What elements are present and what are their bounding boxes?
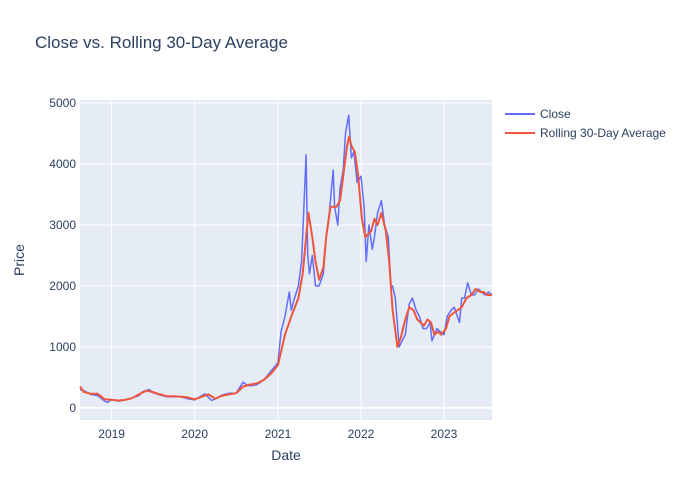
x-axis-label: Date [271,447,301,463]
y-tick-labels: 0 1000 2000 3000 4000 5000 [49,96,76,415]
y-tick-label: 1000 [49,340,76,354]
legend-item-close[interactable]: Close [505,104,666,123]
series-line-rolling-average [79,135,492,402]
x-tick-label: 2021 [265,427,292,441]
chart-title: Close vs. Rolling 30-Day Average [35,33,288,52]
plot-area [80,100,492,420]
legend-swatch-close [505,112,535,115]
y-tick-label: 5000 [49,96,76,110]
y-gridlines [80,102,492,409]
x-tick-label: 2020 [181,427,208,441]
legend-label-rolling-average: Rolling 30-Day Average [540,125,666,140]
x-tick-label: 2019 [98,427,125,441]
x-tick-label: 2023 [431,427,458,441]
legend-item-rolling-average[interactable]: Rolling 30-Day Average [505,123,666,142]
y-tick-label: 4000 [49,157,76,171]
y-tick-label: 2000 [49,279,76,293]
legend-swatch-rolling-average [505,131,535,134]
x-tick-labels: 2019 2020 2021 2022 2023 [98,427,457,441]
y-tick-label: 3000 [49,218,76,232]
legend: Close Rolling 30-Day Average [505,104,666,142]
x-tick-label: 2022 [348,427,375,441]
legend-label-close: Close [540,106,571,121]
x-gridlines [111,100,445,420]
series-lines [79,114,493,404]
y-axis-label: Price [11,244,27,276]
y-tick-label: 0 [69,401,76,415]
